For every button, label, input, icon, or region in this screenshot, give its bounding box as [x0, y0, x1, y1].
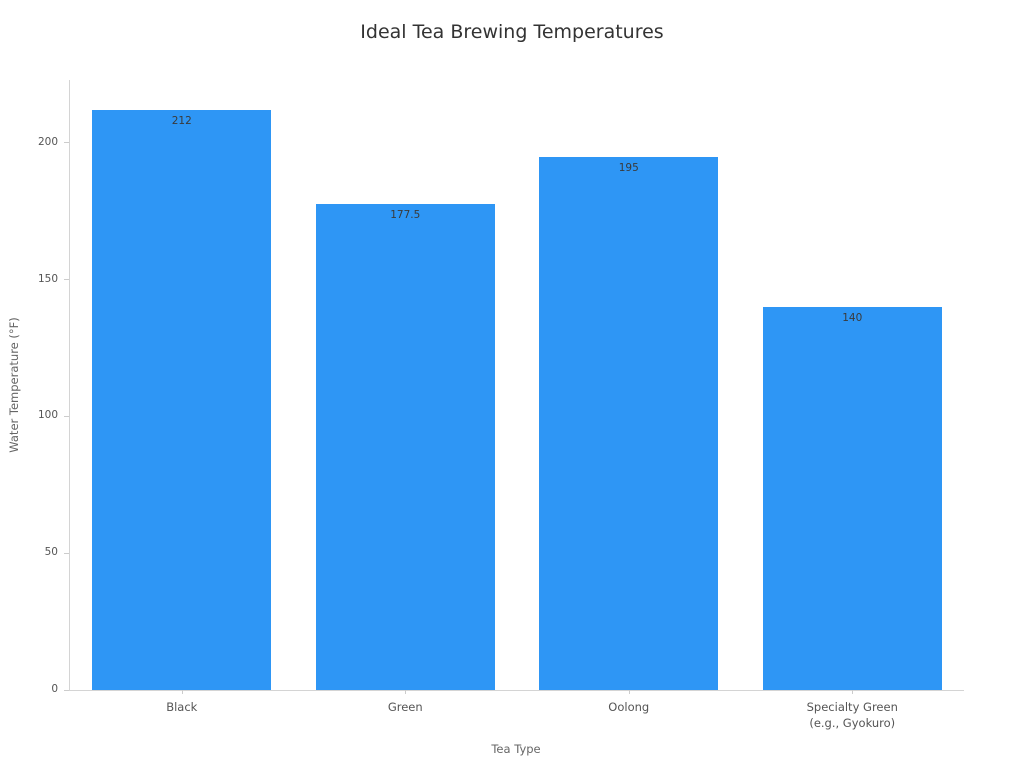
y-axis-tick-label: 100: [37, 409, 58, 422]
y-axis-tick: [64, 142, 69, 144]
chart-title: Ideal Tea Brewing Temperatures: [360, 21, 664, 43]
x-axis-tick: [628, 690, 630, 694]
bar-value-label: 212: [171, 115, 192, 128]
bar-value-label: 177.5: [390, 209, 421, 222]
y-axis-title: Water Temperature (°F): [7, 317, 21, 453]
bar-oolong: 195: [539, 156, 719, 690]
x-axis-title: Tea Type: [491, 742, 541, 756]
x-axis-tick: [405, 690, 407, 694]
x-axis-tick-label: Black: [166, 700, 198, 714]
y-axis-tick: [64, 279, 69, 281]
y-axis-tick: [64, 689, 69, 691]
x-axis-tick-label: Green: [387, 700, 423, 714]
bar-value-label: 195: [618, 161, 639, 174]
x-axis-tick: [181, 690, 183, 694]
y-axis-tick-label: 150: [37, 272, 58, 285]
y-axis-tick-label: 0: [51, 683, 58, 695]
plot-area: 0 50 100 150 200 212 Black 177.5 Green 195 Oolong 1…: [38, 80, 964, 730]
bar-specialty-green: 140: [762, 307, 942, 690]
y-axis-tick: [64, 415, 69, 417]
y-axis-tick-label: 50: [44, 546, 58, 559]
y-axis-tick-label: 200: [37, 135, 58, 148]
bar-black: 212: [92, 110, 272, 690]
bar-green: 177.5: [315, 204, 495, 690]
x-axis-tick-label: Oolong: [608, 700, 650, 714]
y-axis-tick: [64, 552, 69, 554]
bar-value-label: 140: [842, 312, 863, 325]
x-axis-tick: [852, 690, 854, 694]
x-axis-tick-label: Specialty Green (e.g., Gyokuro): [806, 700, 898, 731]
